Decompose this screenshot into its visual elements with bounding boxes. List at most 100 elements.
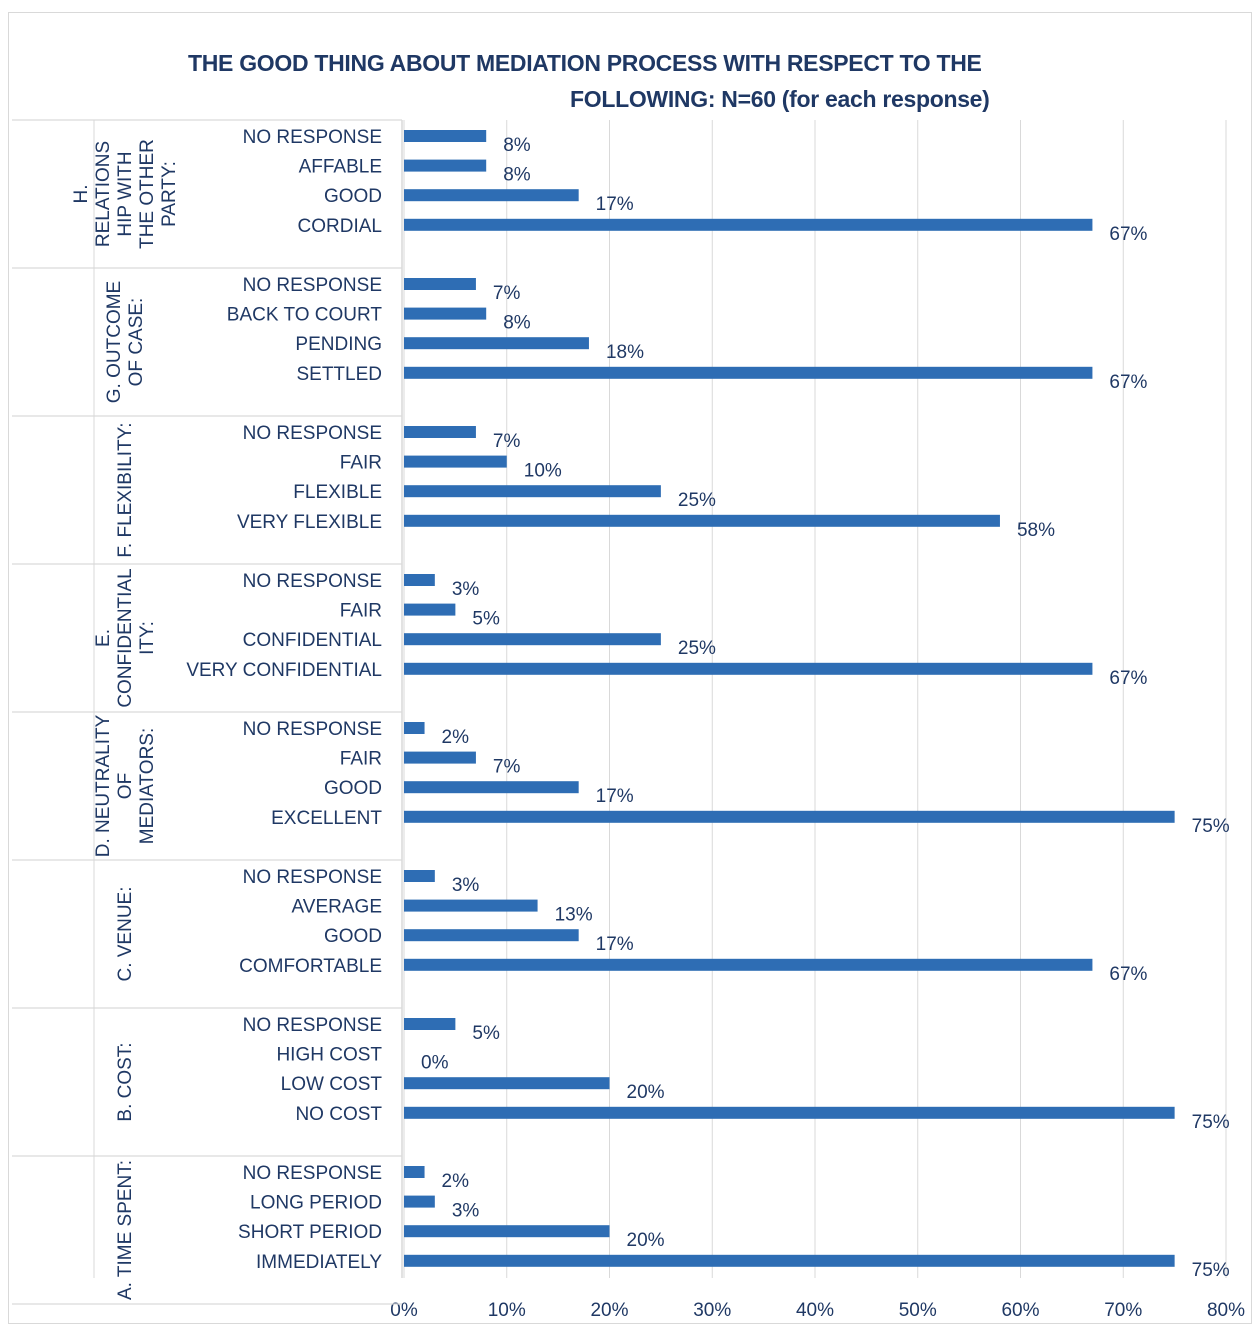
group-label: F. FLEXIBILITY: [115,422,136,557]
x-tick-label: 60% [1001,1300,1039,1321]
group-label-line: MEDIATORS: [137,728,158,844]
group-label: C. VENUE: [115,886,136,981]
group-label-line: A. TIME SPENT: [115,1160,136,1300]
bar [404,514,1000,527]
data-label: 17% [596,194,634,215]
x-tick-label: 30% [693,1300,731,1321]
group-label: B. COST: [115,1042,136,1121]
bar [404,130,487,142]
data-label: 3% [452,579,480,600]
data-label: 17% [596,786,634,807]
data-label: 67% [1109,372,1147,393]
x-tick-label: 40% [796,1300,834,1321]
group-label-line: CONFIDENTIAL [115,568,136,707]
bar [404,159,487,172]
bar [404,662,1093,675]
group-label-line: E. [93,629,114,647]
category-label: AVERAGE [292,897,382,918]
category-label: FAIR [340,453,382,474]
category-label: GOOD [324,186,382,207]
bar [404,218,1093,231]
bar [404,337,589,350]
x-tick-label: 70% [1104,1300,1142,1321]
category-label: GOOD [324,926,382,947]
data-label: 20% [627,1082,665,1103]
data-label: 7% [493,431,521,452]
data-label: 58% [1017,520,1055,541]
data-label: 7% [493,757,521,778]
group-label: A. TIME SPENT: [115,1160,136,1300]
data-label: 5% [472,1023,500,1044]
bar [404,1077,610,1090]
category-label: EXCELLENT [271,808,382,829]
group-label: D. NEUTRALITYOFMEDIATORS: [93,714,158,857]
bar [404,574,435,586]
group-label-line: THE OTHER [137,139,158,249]
bar [404,929,579,942]
bar [404,1225,610,1238]
group-label-line: OF CASE: [126,298,147,387]
data-label: 67% [1109,964,1147,985]
data-label: 3% [452,1201,480,1222]
data-label: 25% [678,638,716,659]
category-label: IMMEDIATELY [256,1252,382,1273]
data-label: 2% [442,1171,470,1192]
data-label: 3% [452,875,480,896]
category-label: CONFIDENTIAL [243,630,382,651]
group-label-line: C. VENUE: [115,886,136,981]
data-label: 10% [524,461,562,482]
bar [404,870,435,882]
bar [404,751,476,764]
bar [404,426,476,438]
category-label: NO RESPONSE [243,1163,382,1184]
category-label: NO RESPONSE [243,571,382,592]
x-tick-label: 20% [590,1300,628,1321]
category-label: VERY CONFIDENTIAL [186,660,382,681]
group-label-line: PARTY: [159,161,180,227]
bar [404,1106,1175,1119]
bar [404,485,661,498]
data-label: 75% [1192,1260,1230,1281]
bar [404,189,579,202]
bar [404,1254,1175,1267]
group-label-line: OF [115,773,136,799]
data-label: 8% [503,313,531,334]
bar [404,307,487,320]
category-label: NO RESPONSE [243,423,382,444]
category-label: FLEXIBLE [293,482,382,503]
group-label: G. OUTCOMEOF CASE: [104,281,147,403]
category-label: FAIR [340,601,382,622]
group-label-line: F. FLEXIBILITY: [115,422,136,557]
category-label: NO RESPONSE [243,127,382,148]
group-label-line: HIP WITH [115,151,136,236]
category-label: COMFORTABLE [239,956,382,977]
group-label-line: H. [71,185,92,204]
data-label: 17% [596,934,634,955]
data-label: 8% [503,135,531,156]
data-label: 8% [503,165,531,186]
bar [404,366,1093,379]
group-label-line: B. COST: [115,1042,136,1121]
data-label: 18% [606,342,644,363]
data-label: 7% [493,283,521,304]
category-label: NO RESPONSE [243,719,382,740]
bar [404,455,507,468]
data-label: 13% [555,905,593,926]
category-label: BACK TO COURT [227,305,383,326]
category-label: LOW COST [281,1074,383,1095]
category-label: NO RESPONSE [243,867,382,888]
data-label: 20% [627,1230,665,1251]
category-label: HIGH COST [276,1045,382,1066]
category-label: NO COST [295,1104,382,1125]
group-label-line: RELATIONS [93,141,114,247]
category-label: CORDIAL [298,216,382,237]
data-label: 2% [442,727,470,748]
category-label: SHORT PERIOD [238,1222,382,1243]
category-label: LONG PERIOD [250,1193,382,1214]
category-label: AFFABLE [299,157,382,178]
x-tick-label: 10% [488,1300,526,1321]
group-label-line: ITY: [137,621,158,655]
bar [404,899,538,912]
data-label: 75% [1192,1112,1230,1133]
category-label: SETTLED [296,364,382,385]
